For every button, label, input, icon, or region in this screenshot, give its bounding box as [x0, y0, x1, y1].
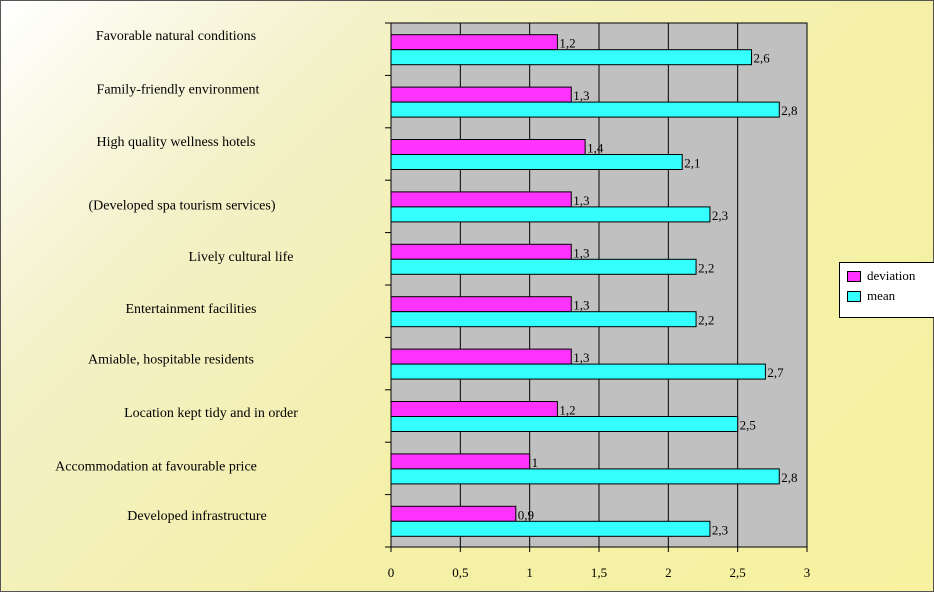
chart-legend: deviation mean	[839, 262, 934, 318]
x-tick-label: 0,5	[452, 565, 468, 580]
category-label-0: Favorable natural conditions	[96, 29, 256, 44]
data-label-mean-2: 2,1	[684, 156, 700, 171]
legend-swatch-mean	[847, 290, 861, 302]
bar-deviation-9	[390, 505, 517, 522]
data-label-mean-8: 2,8	[781, 470, 797, 485]
category-label-9: Developed infrastructure	[127, 509, 267, 524]
bar-mean-5	[390, 311, 697, 328]
data-label-mean-1: 2,8	[781, 103, 797, 118]
data-label-mean-9: 2,3	[712, 522, 728, 537]
data-label-mean-0: 2,6	[754, 51, 771, 66]
data-label-deviation-7: 1,2	[559, 403, 575, 418]
category-label-8: Accommodation at favourable price	[55, 459, 257, 474]
legend-swatch-deviation	[847, 270, 861, 282]
bar-deviation-7	[390, 401, 558, 417]
data-label-deviation-1: 1,3	[573, 88, 589, 103]
x-tick-label: 2,5	[730, 565, 746, 580]
bar-deviation-2	[390, 139, 586, 155]
bar-mean-0	[390, 49, 753, 66]
data-label-mean-4: 2,2	[698, 260, 714, 275]
legend-item-deviation: deviation	[847, 266, 934, 286]
category-label-2: High quality wellness hotels	[96, 135, 255, 150]
category-label-7: Location kept tidy and in order	[124, 406, 298, 421]
bar-deviation-4	[390, 243, 572, 260]
legend-label-mean: mean	[867, 288, 896, 303]
data-label-mean-7: 2,5	[740, 418, 756, 433]
bar-mean-3	[390, 206, 711, 223]
data-label-deviation-6: 1,3	[573, 350, 589, 365]
data-label-deviation-0: 1,2	[559, 36, 575, 51]
bar-mean-9	[390, 520, 711, 537]
bar-deviation-6	[390, 348, 572, 365]
data-label-deviation-3: 1,3	[573, 193, 589, 208]
x-tick-label: 1,5	[591, 565, 607, 580]
bar-mean-2	[390, 154, 683, 170]
data-label-mean-3: 2,3	[712, 208, 728, 223]
data-label-deviation-5: 1,3	[573, 298, 589, 313]
bar-mean-8	[390, 468, 780, 485]
data-label-deviation-4: 1,3	[573, 245, 589, 260]
x-tick-label: 0	[388, 565, 395, 580]
data-label-mean-6: 2,7	[767, 365, 784, 380]
category-label-1: Family-friendly environment	[97, 83, 260, 98]
legend-label-deviation: deviation	[867, 268, 916, 283]
data-label-deviation-2: 1,4	[587, 141, 604, 156]
bar-deviation-0	[390, 34, 558, 51]
bar-deviation-3	[390, 191, 572, 208]
category-label-6: Amiable, hospitable residents	[88, 353, 254, 368]
bar-mean-6	[390, 363, 766, 380]
bar-deviation-8	[390, 453, 531, 470]
x-tick-label: 3	[804, 565, 811, 580]
bar-deviation-1	[390, 86, 572, 103]
data-label-deviation-9: 0,9	[518, 507, 534, 522]
category-label-3: (Developed spa tourism services)	[89, 198, 276, 213]
category-label-4: Lively cultural life	[189, 250, 294, 265]
bar-mean-7	[390, 416, 739, 432]
category-label-5: Entertainment facilities	[125, 302, 256, 317]
bar-mean-4	[390, 258, 697, 275]
bar-deviation-5	[390, 296, 572, 313]
data-label-mean-5: 2,2	[698, 313, 714, 328]
legend-item-mean: mean	[847, 286, 934, 306]
x-tick-label: 1	[526, 565, 533, 580]
x-tick-label: 2	[665, 565, 672, 580]
data-label-deviation-8: 1	[532, 455, 539, 470]
bar-mean-1	[390, 101, 780, 118]
